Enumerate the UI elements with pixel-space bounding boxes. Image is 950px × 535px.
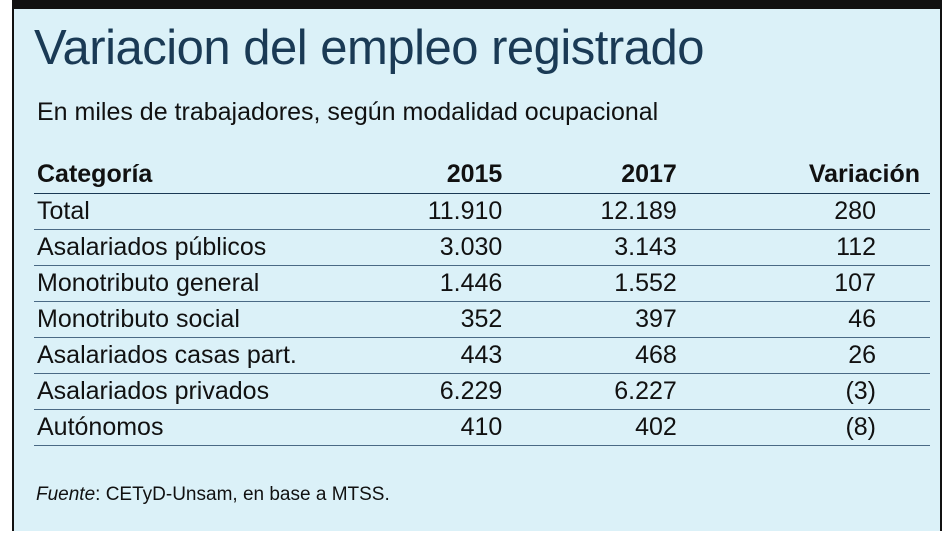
cell-categoria: Total [34,193,323,230]
table-row: Monotributo social 352 397 46 [34,301,930,338]
cell-2015: 1.446 [322,265,503,302]
cell-2017: 397 [502,301,677,338]
cell-2015: 443 [322,337,503,374]
source-text: : CETyD-Unsam, en base a MTSS. [95,484,390,505]
column-header-2015: 2015 [322,155,503,194]
column-header-2017: 2017 [502,155,677,194]
source-label: Fuente [36,484,96,505]
top-bar [14,0,940,9]
cell-categoria: Asalariados privados [34,373,323,410]
column-header-categoria: Categoría [34,155,323,194]
cell-categoria: Asalariados públicos [34,229,323,266]
cell-categoria: Monotributo general [34,265,323,302]
cell-variacion: 26 [676,337,930,374]
page-subtitle: En miles de trabajadores, según modalida… [37,98,659,126]
table-row: Asalariados privados 6.229 6.227 (3) [34,373,930,410]
table-row: Autónomos 410 402 (8) [34,409,930,446]
cell-2017: 1.552 [502,265,677,302]
cell-variacion: (3) [676,373,930,410]
cell-2017: 6.227 [502,373,677,410]
cell-2015: 410 [322,409,503,446]
cell-categoria: Autónomos [34,409,323,446]
cell-variacion: 107 [676,265,930,302]
employment-table: Categoría 2015 2017 Variación Total 11.9… [34,155,930,446]
cell-2015: 6.229 [322,373,503,410]
cell-variacion: 112 [676,229,930,266]
cell-2017: 402 [502,409,677,446]
table-panel: Variacion del empleo registrado En miles… [12,0,942,531]
table-row: Asalariados casas part. 443 468 26 [34,337,930,374]
cell-2015: 3.030 [322,229,503,266]
cell-categoria: Asalariados casas part. [34,337,323,374]
table-row: Monotributo general 1.446 1.552 107 [34,265,930,302]
table-header-row: Categoría 2015 2017 Variación [34,155,930,194]
table-row: Asalariados públicos 3.030 3.143 112 [34,229,930,266]
source-note: Fuente: CETyD-Unsam, en base a MTSS. [36,484,390,506]
cell-categoria: Monotributo social [34,301,323,338]
cell-variacion: 46 [676,301,930,338]
table-row: Total 11.910 12.189 280 [34,193,930,230]
cell-variacion: (8) [676,409,930,446]
cell-2015: 11.910 [322,193,503,230]
cell-2015: 352 [322,301,503,338]
page-title: Variacion del empleo registrado [34,21,704,75]
cell-2017: 3.143 [502,229,677,266]
column-header-variacion: Variación [676,155,930,194]
cell-2017: 468 [502,337,677,374]
cell-2017: 12.189 [502,193,677,230]
cell-variacion: 280 [676,193,930,230]
